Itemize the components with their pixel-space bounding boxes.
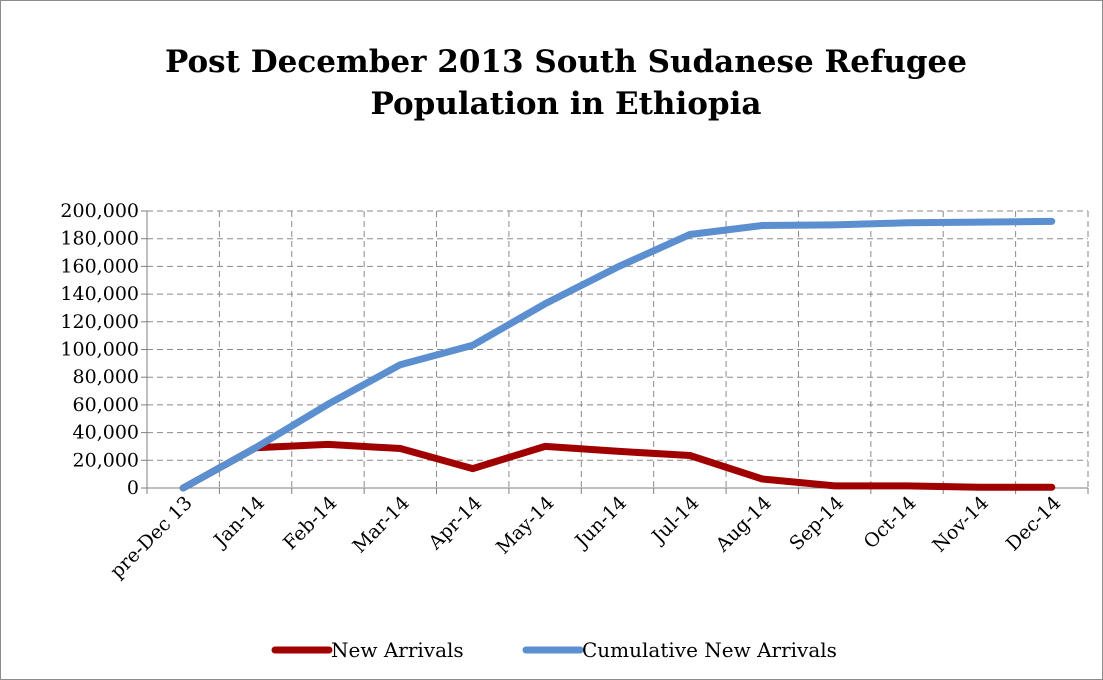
x-tick-label: Aug-14	[711, 492, 776, 557]
y-tick-label: 60,000	[73, 394, 139, 416]
y-tick-label: 120,000	[60, 311, 139, 333]
x-tick-label: Dec-14	[1002, 492, 1065, 555]
y-tick-label: 160,000	[60, 255, 139, 277]
x-tick-label: Nov-14	[928, 492, 993, 557]
series-line-cumulative-new-arrivals	[179, 217, 1056, 492]
x-tick-label: Feb-14	[279, 492, 341, 554]
legend: New Arrivals Cumulative New Arrivals	[271, 638, 837, 662]
y-tick-label: 0	[127, 477, 139, 499]
x-tick-label: Jan-14	[208, 492, 269, 553]
y-tick-label: 100,000	[60, 339, 139, 361]
legend-label: New Arrivals	[331, 638, 464, 662]
series-lines	[179, 217, 1056, 492]
y-tick-label: 80,000	[73, 366, 139, 388]
y-axis-tick-labels: 0 20,000 40,000 60,000 80,000 100,000 120,000 1…	[60, 200, 139, 499]
chart-title-line-2: Population in Ethiopia	[371, 86, 762, 122]
chart-title-line-1: Post December 2013 South Sudanese Refuge…	[165, 44, 967, 80]
y-tick-label: 180,000	[60, 228, 139, 250]
gridlines	[147, 210, 1089, 488]
x-tick-label: Jun-14	[570, 492, 631, 553]
x-tick-label: Apr-14	[424, 492, 487, 555]
x-tick-label: Jul-14	[646, 492, 703, 549]
y-tick-label: 140,000	[60, 283, 139, 305]
x-tick-label: Sep-14	[785, 492, 848, 555]
series-line-new-arrivals	[179, 440, 1056, 492]
x-tick-label: pre-Dec 13	[106, 492, 197, 583]
y-tick-label: 40,000	[73, 422, 139, 444]
y-tick-label: 200,000	[60, 200, 139, 222]
y-tick-label: 20,000	[73, 449, 139, 471]
x-axis-tick-labels: pre-Dec 13 Jan-14 Feb-14 Mar-14 Apr-14 May-14…	[106, 492, 1065, 583]
x-tick-label: May-14	[492, 492, 559, 559]
legend-label: Cumulative New Arrivals	[582, 638, 837, 662]
x-tick-label: Mar-14	[348, 492, 413, 557]
x-tick-label: Oct-14	[859, 492, 920, 553]
